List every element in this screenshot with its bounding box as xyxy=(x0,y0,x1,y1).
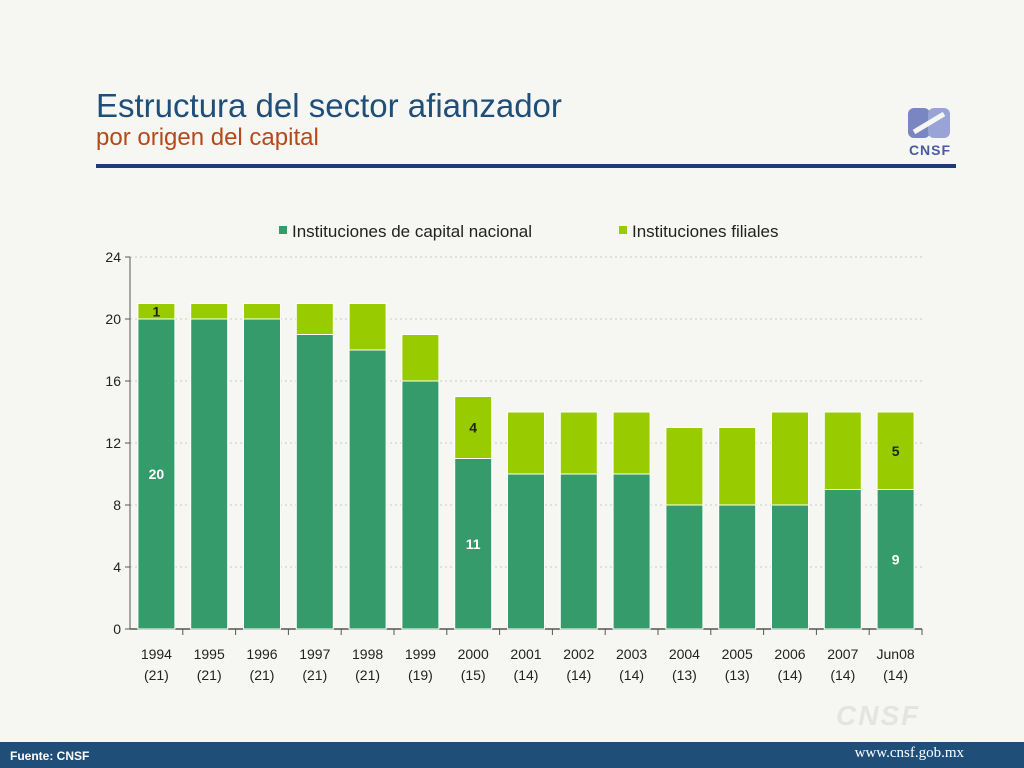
y-tick-label: 8 xyxy=(113,497,121,513)
y-tick-label: 0 xyxy=(113,621,121,637)
bar-filiales xyxy=(190,303,229,320)
x-tick-total-label: (19) xyxy=(408,667,433,683)
cnsf-watermark: CNSF xyxy=(836,700,921,731)
x-tick-total-label: (14) xyxy=(830,667,855,683)
bar-filiales xyxy=(771,411,809,506)
title-block: Estructura del sector afianzador por ori… xyxy=(96,88,562,152)
data-label-filiales: 5 xyxy=(892,443,900,459)
x-tick-label: 1994 xyxy=(141,646,172,662)
footer-url[interactable]: www.cnsf.gob.mx xyxy=(854,745,964,761)
bar-nacional xyxy=(559,473,598,630)
bar-nacional xyxy=(348,349,387,630)
x-tick-total-label: (21) xyxy=(197,667,222,683)
x-tick-total-label: (21) xyxy=(302,667,327,683)
x-tick-total-label: (15) xyxy=(461,667,486,683)
cnsf-logo-icon xyxy=(908,108,950,138)
x-tick-total-label: (13) xyxy=(672,667,697,683)
bar-nacional xyxy=(718,504,757,630)
title-divider xyxy=(96,164,956,168)
x-tick-label: 1995 xyxy=(194,646,225,662)
x-tick-label: 1997 xyxy=(299,646,330,662)
bar-filiales xyxy=(507,411,545,475)
y-tick-label: 16 xyxy=(105,373,121,389)
x-tick-label: 2004 xyxy=(669,646,700,662)
x-tick-total-label: (14) xyxy=(883,667,908,683)
x-tick-label: 2001 xyxy=(510,646,541,662)
bar-nacional xyxy=(243,318,281,630)
bar-nacional xyxy=(190,318,229,630)
footer-source: Fuente: CNSF xyxy=(10,749,90,763)
bar-nacional xyxy=(612,473,651,630)
x-tick-label: 2002 xyxy=(563,646,594,662)
data-label-nacional: 11 xyxy=(466,536,481,552)
x-tick-label: 1996 xyxy=(246,646,277,662)
page-subtitle: por origen del capital xyxy=(96,124,319,151)
bar-nacional xyxy=(665,504,704,630)
bar-filiales xyxy=(665,427,704,506)
x-tick-label: 2006 xyxy=(774,646,805,662)
x-tick-total-label: (21) xyxy=(144,667,169,683)
bar-filiales xyxy=(348,303,387,351)
bar-chart: 0 4 8 12 16 20 24 1994 (21) 1995 (21) 1996 (21) 1997 (… xyxy=(105,222,923,683)
bar-filiales xyxy=(823,411,862,490)
y-tick-label: 24 xyxy=(105,249,121,265)
page-title: Estructura del sector afianzador xyxy=(96,87,562,124)
bar-filiales xyxy=(295,303,334,335)
x-tick-label: 2000 xyxy=(458,646,489,662)
legend-swatch-nacional xyxy=(279,226,287,234)
data-label-filiales: 4 xyxy=(469,420,477,436)
x-tick-label: 2005 xyxy=(722,646,753,662)
bar-filiales xyxy=(876,411,915,490)
x-tick-total-label: (14) xyxy=(619,667,644,683)
x-tick-total-label: (21) xyxy=(355,667,380,683)
x-tick-label: 1999 xyxy=(405,646,436,662)
bar-nacional xyxy=(295,334,334,630)
x-tick-label: Jun08 xyxy=(877,646,915,662)
y-tick-label: 4 xyxy=(113,559,121,575)
bar-nacional xyxy=(823,489,862,630)
x-tick-label: 2007 xyxy=(827,646,858,662)
bar-nacional xyxy=(507,473,545,630)
y-tick-label: 12 xyxy=(105,435,121,451)
data-label-nacional: 20 xyxy=(149,466,165,482)
data-label-nacional: 9 xyxy=(892,551,900,567)
x-tick-total-label: (21) xyxy=(250,667,275,683)
bar-filiales xyxy=(718,427,757,506)
x-tick-total-label: (13) xyxy=(725,667,750,683)
bar-nacional xyxy=(771,504,809,630)
bar-nacional xyxy=(876,489,915,630)
x-tick-total-label: (14) xyxy=(778,667,803,683)
bar-filiales xyxy=(137,303,176,320)
bar-filiales xyxy=(559,411,598,475)
legend-swatch-filiales xyxy=(619,226,627,234)
bar-filiales xyxy=(401,334,440,382)
bar-nacional xyxy=(137,318,176,630)
logo-text: CNSF xyxy=(908,142,952,158)
bar-filiales xyxy=(612,411,651,475)
data-label-filiales: 1 xyxy=(153,303,161,319)
x-tick-total-label: (14) xyxy=(566,667,591,683)
x-tick-label: 2003 xyxy=(616,646,647,662)
bar-filiales xyxy=(243,303,281,320)
bar-filiales xyxy=(454,396,493,459)
x-tick-total-label: (14) xyxy=(514,667,539,683)
legend-label-filiales: Instituciones filiales xyxy=(632,222,778,241)
y-tick-label: 20 xyxy=(105,311,121,327)
bar-nacional xyxy=(401,380,440,630)
legend-label-nacional: Instituciones de capital nacional xyxy=(292,222,532,241)
x-tick-label: 1998 xyxy=(352,646,383,662)
footer-bar: Fuente: CNSF www.cnsf.gob.mx xyxy=(0,742,1024,768)
